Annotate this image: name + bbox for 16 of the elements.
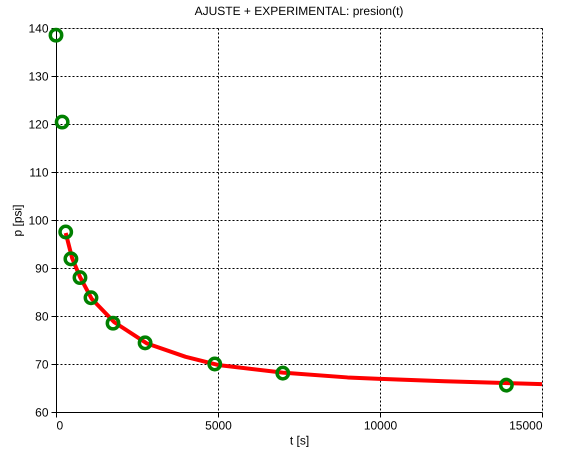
y-tick-label: 80 xyxy=(35,310,49,324)
y-tick-label: 140 xyxy=(28,22,49,36)
y-tick-label: 100 xyxy=(28,214,49,228)
x-tick-label: 10000 xyxy=(364,418,398,432)
chart-title: AJUSTE + EXPERIMENTAL: presion(t) xyxy=(194,4,404,18)
y-tick-label: 120 xyxy=(28,118,49,132)
y-tick-label: 60 xyxy=(35,406,49,420)
y-tick-label: 90 xyxy=(35,262,49,276)
x-axis-title: t [s] xyxy=(290,434,310,448)
x-tick-label: 5000 xyxy=(205,418,232,432)
y-tick-label: 110 xyxy=(29,166,49,180)
y-tick-label: 130 xyxy=(28,70,49,84)
y-tick-label: 70 xyxy=(35,358,49,372)
x-tick-label: 15000 xyxy=(509,418,543,432)
y-axis-title: p [psi] xyxy=(10,204,24,237)
x-tick-label: 0 xyxy=(56,418,64,432)
